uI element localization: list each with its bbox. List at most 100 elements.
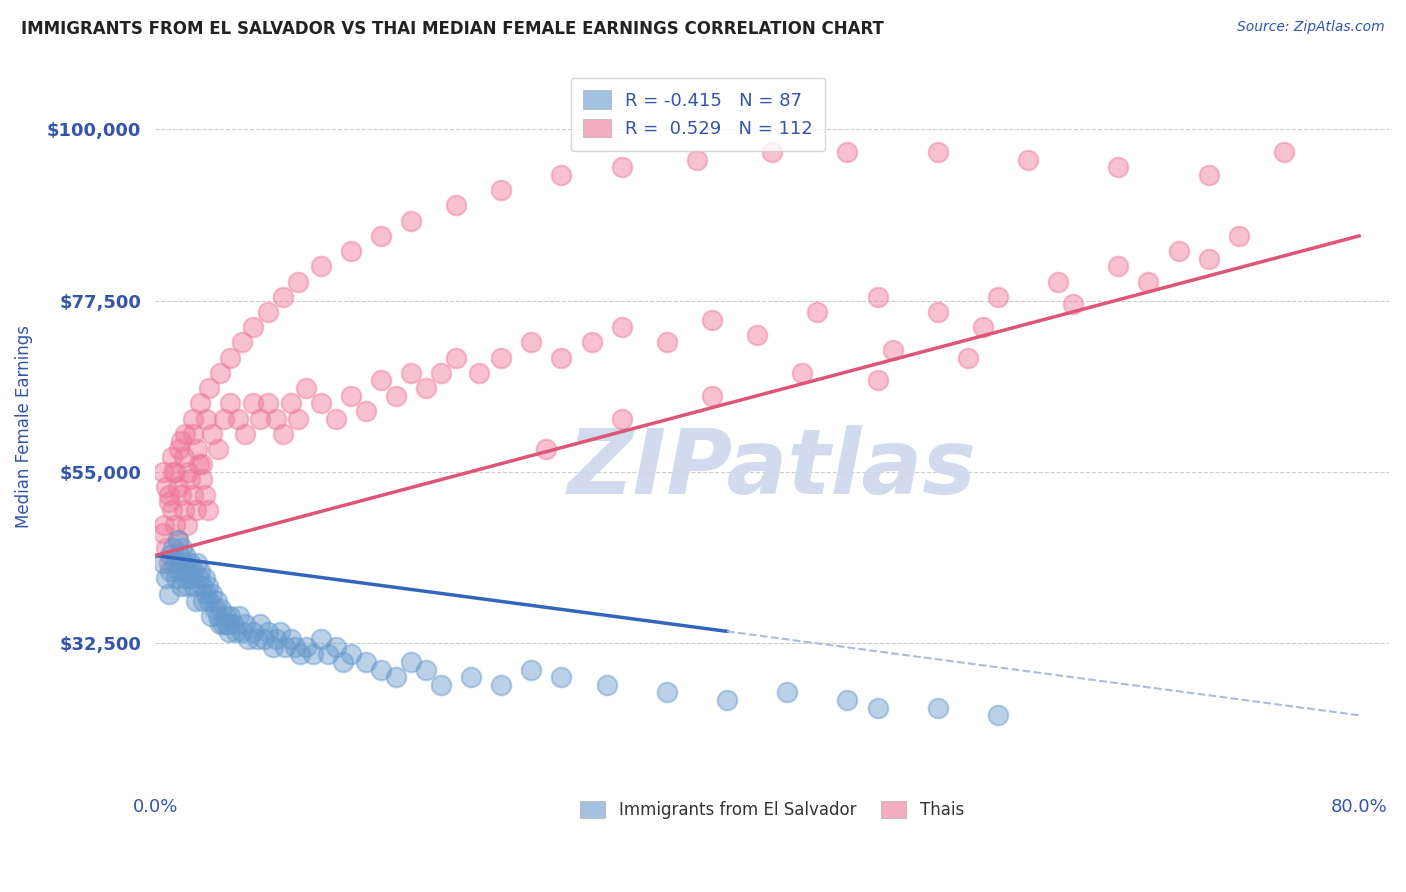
- Point: [181, 487, 204, 501]
- Point: [249, 616, 271, 631]
- Point: [208, 366, 231, 380]
- Point: [184, 503, 207, 517]
- Point: [188, 396, 211, 410]
- Point: [219, 609, 242, 624]
- Point: [217, 616, 239, 631]
- Point: [287, 275, 309, 289]
- Point: [339, 648, 361, 662]
- Point: [181, 564, 204, 578]
- Point: [167, 442, 190, 456]
- Point: [177, 579, 200, 593]
- Point: [316, 648, 339, 662]
- Point: [776, 685, 799, 699]
- Point: [309, 632, 332, 647]
- Point: [262, 640, 284, 654]
- Point: [218, 624, 240, 639]
- Point: [207, 442, 229, 456]
- Point: [399, 366, 422, 380]
- Point: [339, 389, 361, 403]
- Point: [176, 564, 198, 578]
- Point: [228, 609, 250, 624]
- Point: [191, 579, 214, 593]
- Point: [166, 533, 188, 548]
- Point: [173, 503, 195, 517]
- Point: [176, 518, 198, 533]
- Point: [157, 556, 180, 570]
- Point: [242, 396, 264, 410]
- Point: [159, 564, 181, 578]
- Point: [194, 487, 217, 501]
- Point: [200, 609, 222, 624]
- Point: [444, 351, 467, 365]
- Point: [288, 648, 311, 662]
- Point: [172, 541, 194, 555]
- Point: [444, 198, 467, 212]
- Point: [222, 616, 245, 631]
- Point: [180, 571, 202, 585]
- Point: [208, 616, 231, 631]
- Point: [201, 426, 224, 441]
- Point: [610, 411, 633, 425]
- Point: [264, 411, 287, 425]
- Point: [225, 624, 247, 639]
- Point: [205, 594, 228, 608]
- Point: [655, 335, 678, 350]
- Point: [257, 624, 280, 639]
- Point: [399, 655, 422, 669]
- Point: [242, 624, 264, 639]
- Point: [385, 389, 408, 403]
- Point: [186, 442, 208, 456]
- Point: [595, 678, 617, 692]
- Point: [866, 374, 889, 388]
- Point: [184, 594, 207, 608]
- Point: [987, 708, 1010, 723]
- Point: [866, 290, 889, 304]
- Point: [837, 145, 859, 160]
- Point: [1107, 260, 1129, 274]
- Point: [415, 663, 437, 677]
- Point: [430, 366, 453, 380]
- Point: [219, 351, 242, 365]
- Point: [163, 518, 186, 533]
- Point: [325, 411, 347, 425]
- Point: [212, 616, 235, 631]
- Point: [1047, 275, 1070, 289]
- Point: [183, 579, 205, 593]
- Point: [1198, 252, 1220, 266]
- Point: [195, 411, 218, 425]
- Point: [153, 518, 176, 533]
- Point: [187, 571, 209, 585]
- Point: [1167, 244, 1189, 259]
- Point: [204, 601, 226, 615]
- Point: [520, 335, 543, 350]
- Point: [167, 564, 190, 578]
- Point: [191, 472, 214, 486]
- Point: [162, 541, 184, 555]
- Point: [238, 632, 260, 647]
- Point: [610, 161, 633, 175]
- Point: [214, 411, 236, 425]
- Point: [491, 678, 513, 692]
- Point: [610, 320, 633, 334]
- Point: [550, 351, 572, 365]
- Point: [155, 541, 177, 555]
- Point: [927, 305, 949, 319]
- Point: [866, 700, 889, 714]
- Point: [370, 663, 392, 677]
- Point: [972, 320, 994, 334]
- Point: [157, 487, 180, 501]
- Point: [257, 305, 280, 319]
- Point: [162, 465, 184, 479]
- Point: [197, 579, 219, 593]
- Point: [166, 533, 188, 548]
- Point: [181, 426, 204, 441]
- Point: [163, 556, 186, 570]
- Point: [235, 426, 257, 441]
- Point: [700, 312, 723, 326]
- Point: [198, 594, 221, 608]
- Point: [280, 396, 302, 410]
- Point: [174, 571, 197, 585]
- Point: [195, 586, 218, 600]
- Point: [179, 556, 201, 570]
- Point: [761, 145, 783, 160]
